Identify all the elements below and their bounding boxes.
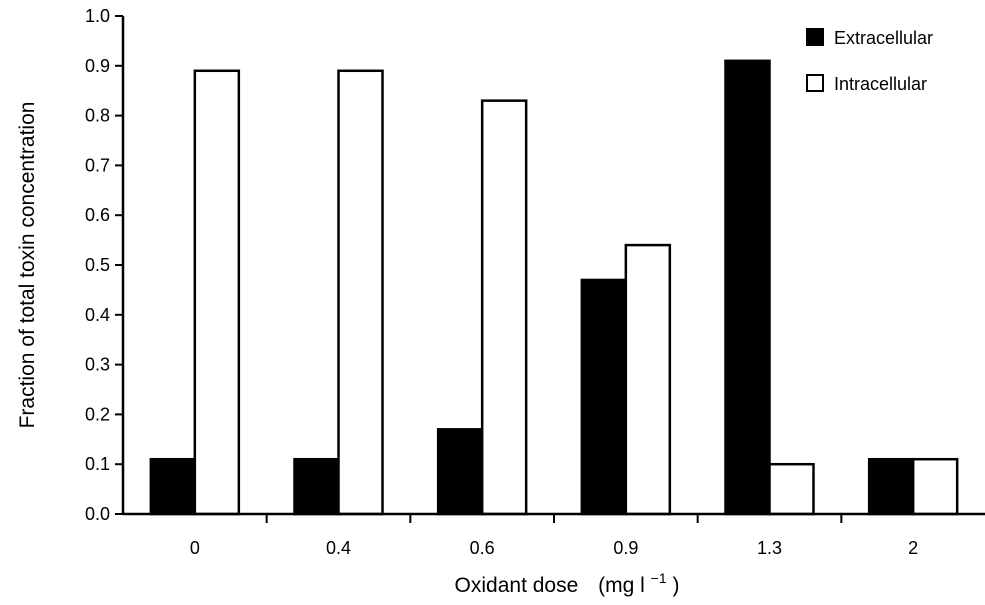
x-tick-label: 0.4	[326, 538, 351, 558]
legend: Extracellular Intracellular	[806, 28, 933, 94]
y-axis-title: Fraction of total toxin concentration	[16, 102, 39, 429]
y-tick-label: 0.1	[85, 454, 110, 474]
x-tick-label: 2	[908, 538, 918, 558]
bar-extracellular	[867, 457, 915, 516]
x-tick-label: 1.3	[757, 538, 782, 558]
y-tick-label: 0.5	[85, 255, 110, 275]
x-axis-ticks: 0 0.4 0.6 0.9 1.3 2	[190, 514, 918, 558]
bar-intracellular	[337, 69, 384, 516]
bar-intracellular	[480, 99, 528, 516]
bar-intracellular	[911, 457, 959, 516]
x-tick-label: 0	[190, 538, 200, 558]
legend-swatch-extracellular	[806, 28, 824, 46]
y-tick-label: 1.0	[85, 6, 110, 26]
y-tick-label: 0.2	[85, 404, 110, 424]
x-tick-label: 0.6	[470, 538, 495, 558]
bar-intracellular	[624, 243, 672, 516]
y-tick-label: 0.6	[85, 205, 110, 225]
y-tick-label: 0.8	[85, 106, 110, 126]
legend-label-intracellular: Intracellular	[834, 74, 927, 94]
y-tick-label: 0.3	[85, 355, 110, 375]
y-tick-label: 0.9	[85, 56, 110, 76]
x-axis-title-unit-close: )	[672, 574, 679, 597]
bar-intracellular	[193, 69, 241, 516]
x-axis-title-unit: (mg l	[598, 574, 645, 597]
bar-extracellular	[580, 278, 628, 516]
x-axis-title-main: Oxidant dose	[455, 574, 579, 597]
y-tick-label: 0.7	[85, 155, 110, 175]
x-tick-label: 0.9	[613, 538, 638, 558]
legend-label-extracellular: Extracellular	[834, 28, 933, 48]
y-tick-label: 0.0	[85, 504, 110, 524]
x-axis-title-unit-sup: −1	[651, 570, 667, 586]
bar-extracellular	[436, 428, 484, 516]
bar-extracellular	[293, 457, 340, 516]
bar-extracellular	[149, 457, 197, 516]
bar-extracellular	[724, 59, 771, 516]
y-tick-label: 0.4	[85, 305, 110, 325]
legend-swatch-intracellular	[806, 74, 824, 92]
bars	[149, 59, 959, 516]
y-axis-ticks: 0.0 0.1 0.2 0.3 0.4 0.5 0.6 0.7 0.8 0.9 1.0	[85, 6, 123, 524]
bar-intracellular	[768, 462, 815, 516]
x-axis-title: Oxidant dose (mg l −1 )	[455, 565, 680, 597]
